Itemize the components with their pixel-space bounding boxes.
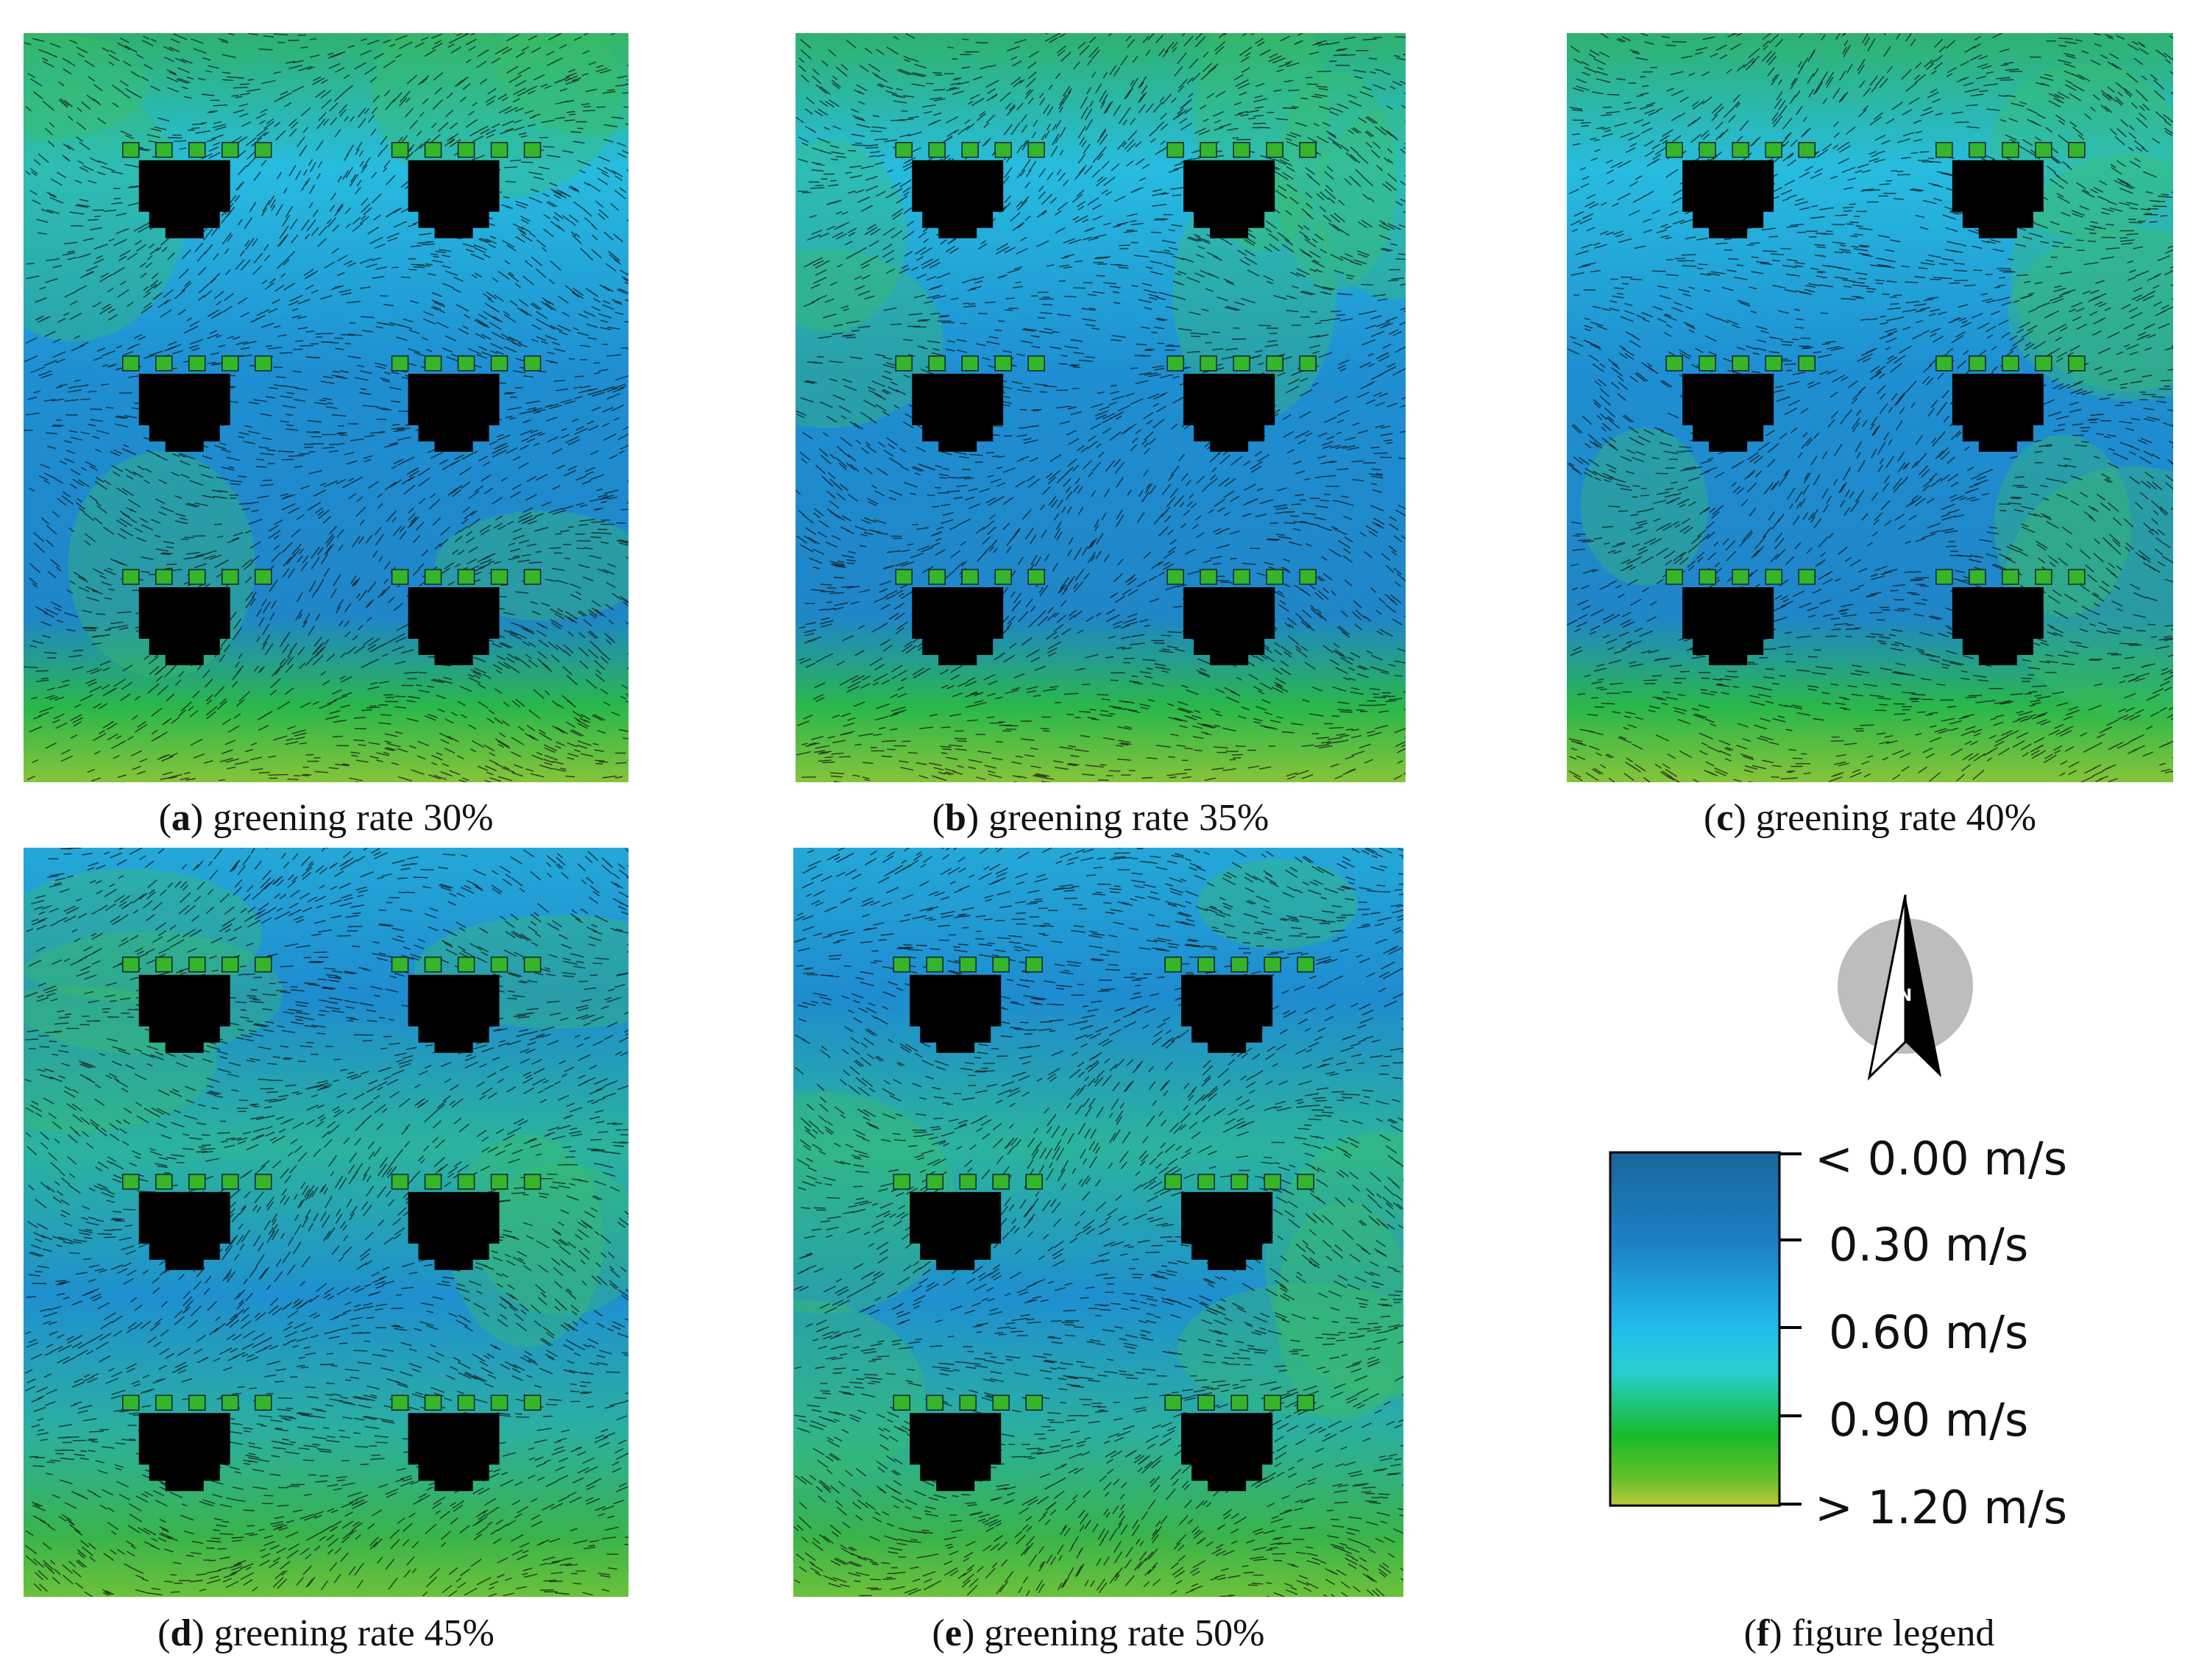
legend-label-1: 0.30 m/s [1829,1218,2029,1272]
wind-field-d [24,848,628,1597]
compass-label: N [1899,987,1912,1005]
caption-f: (f) figure legend [1743,1612,1995,1654]
colorbar [1609,1151,1803,1507]
north-arrow-icon: N [1828,890,1983,1082]
caption-e: (e) greening rate 50% [932,1612,1265,1654]
wind-field-c [1567,33,2173,782]
caption-d: (d) greening rate 45% [157,1612,495,1654]
legend-label-2: 0.60 m/s [1829,1305,2029,1359]
caption-b: (b) greening rate 35% [932,797,1269,839]
wind-field-a [24,33,628,782]
legend-label-0: < 0.00 m/s [1815,1132,2067,1185]
wind-field-b [796,33,1406,782]
legend-label-3: 0.90 m/s [1829,1393,2029,1447]
caption-a: (a) greening rate 30% [158,797,494,839]
caption-c: (c) greening rate 40% [1704,797,2036,839]
wind-field-e [793,848,1403,1597]
legend-label-4: > 1.20 m/s [1815,1481,2067,1534]
